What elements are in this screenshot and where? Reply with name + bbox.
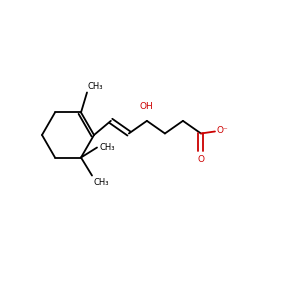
- Text: CH₃: CH₃: [99, 143, 115, 152]
- Text: CH₃: CH₃: [88, 82, 103, 91]
- Text: O: O: [197, 155, 205, 164]
- Text: OH: OH: [139, 102, 153, 111]
- Text: O⁻: O⁻: [217, 126, 229, 135]
- Text: CH₃: CH₃: [93, 178, 109, 187]
